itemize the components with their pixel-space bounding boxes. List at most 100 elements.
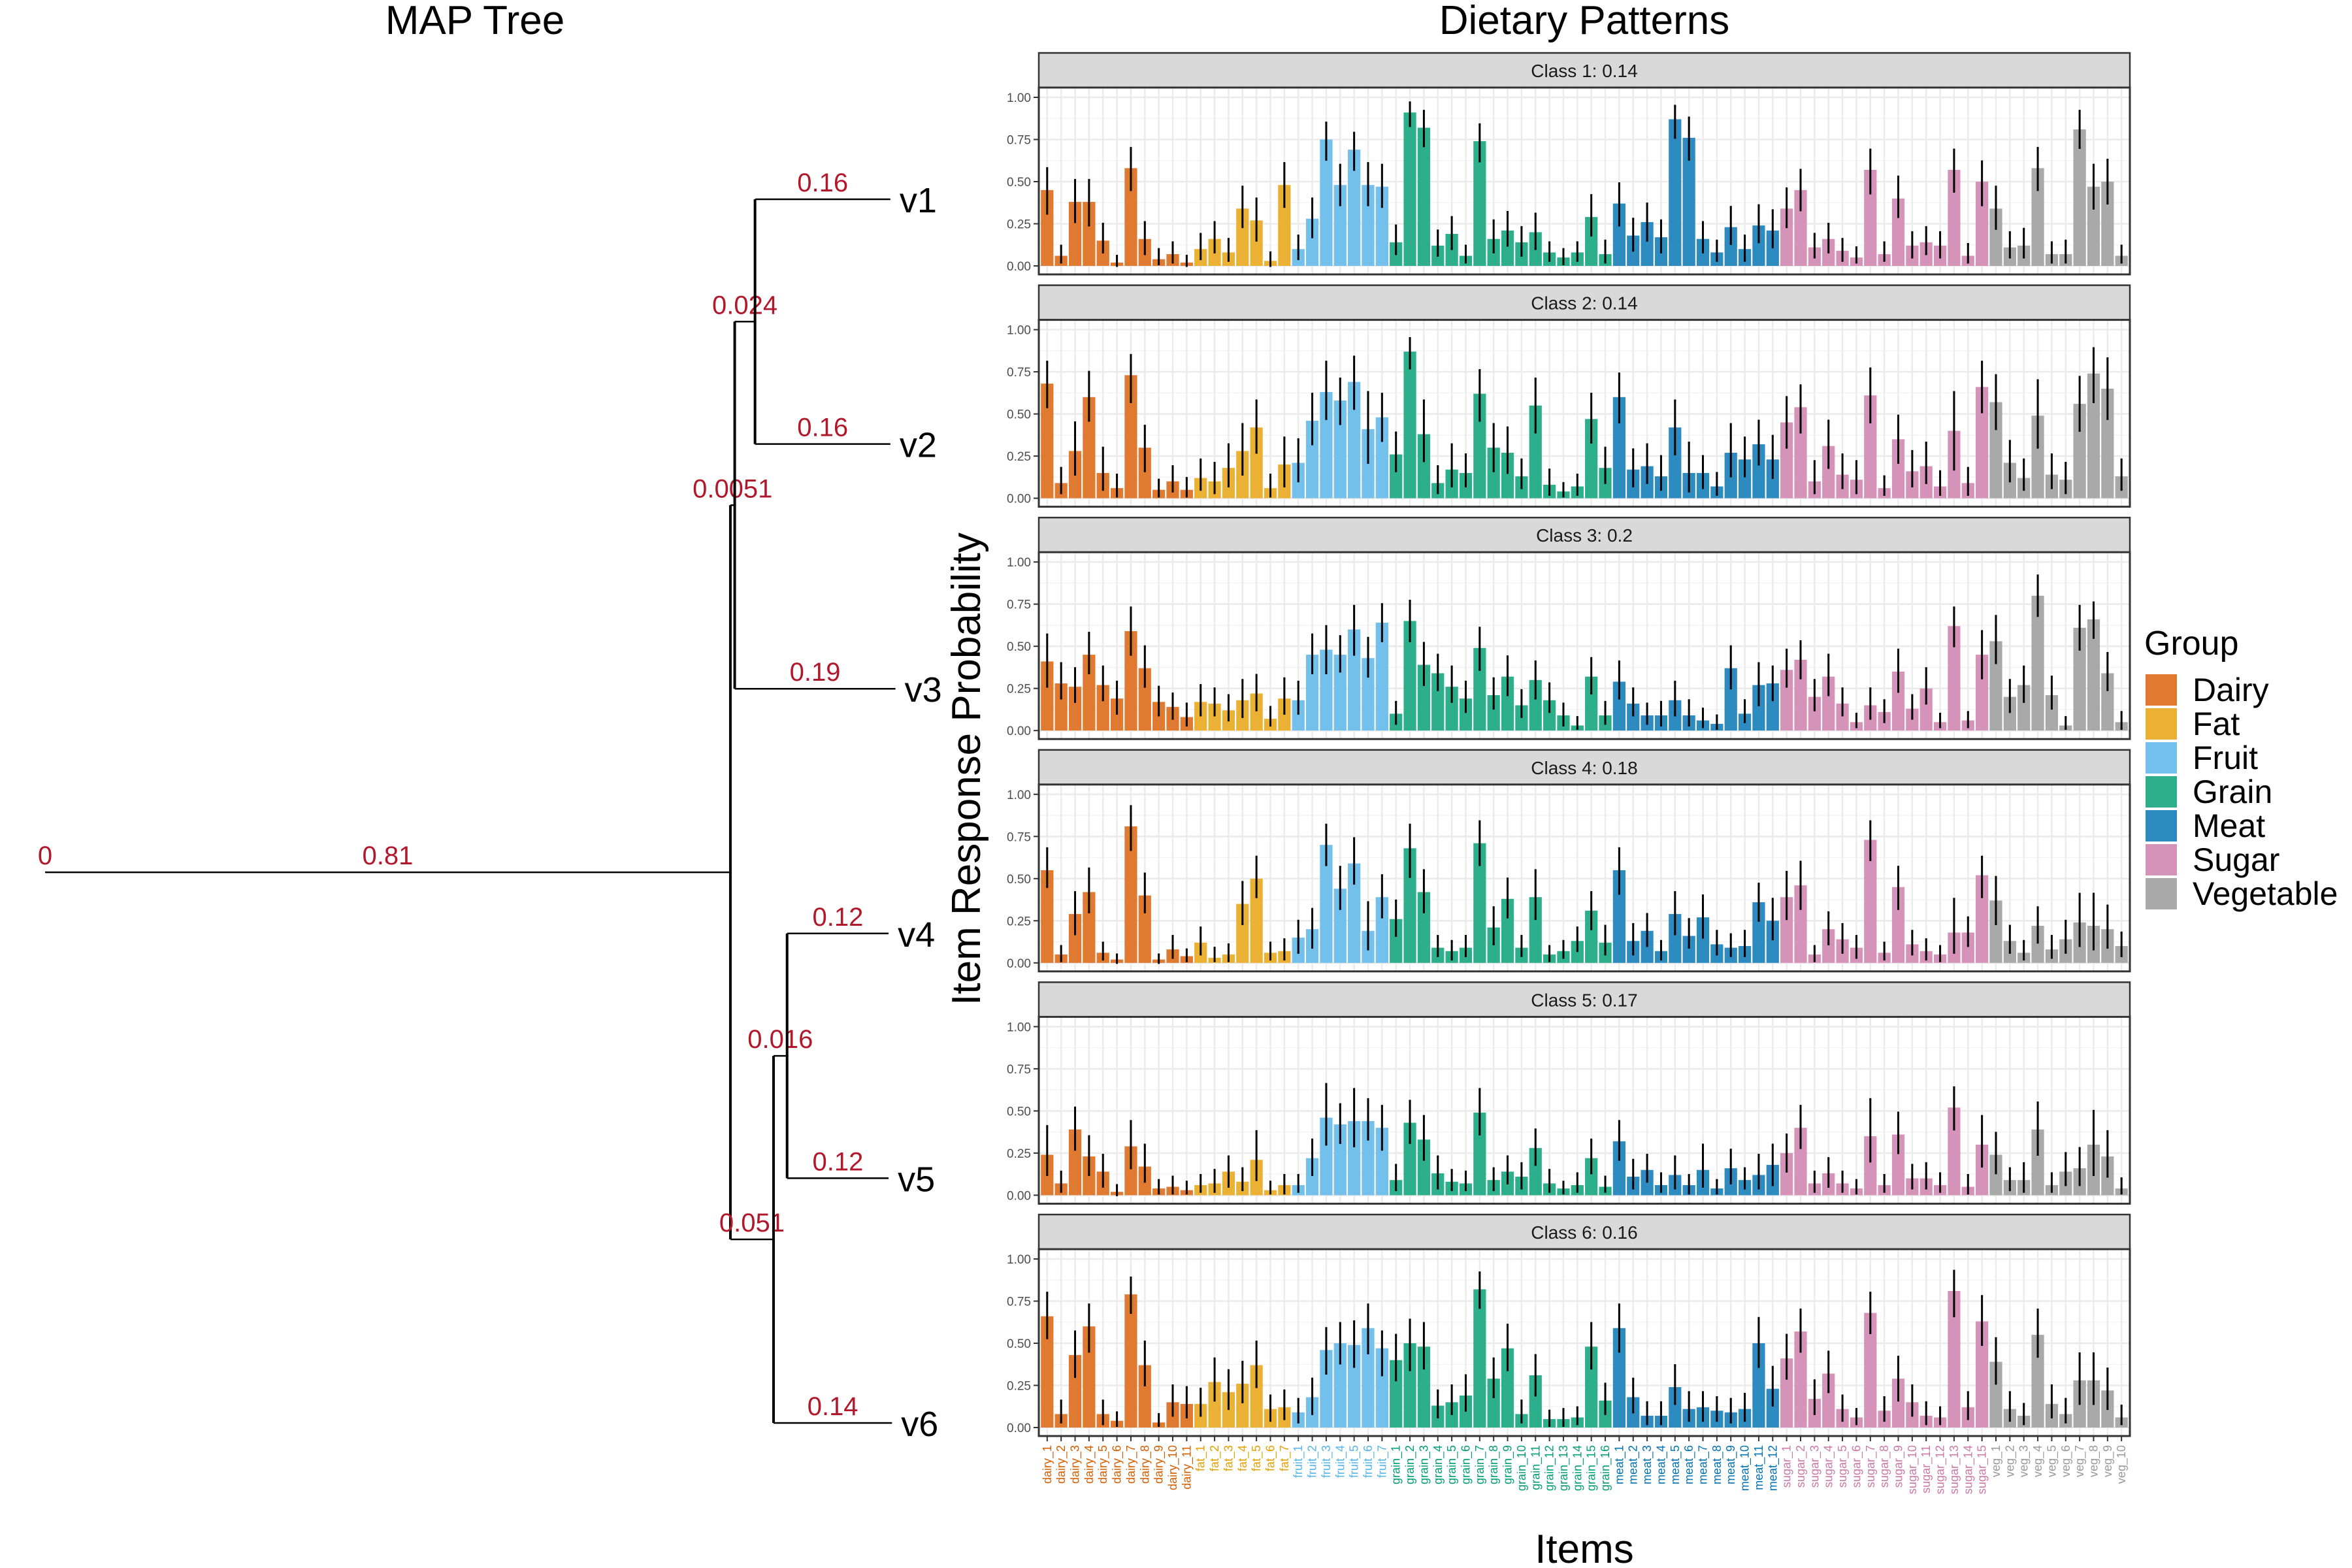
bar-veg_7 bbox=[2073, 404, 2086, 498]
bar-sugar_2 bbox=[1794, 189, 1807, 266]
bar-sugar_9 bbox=[1891, 439, 1905, 498]
bar-sugar_7 bbox=[1864, 169, 1877, 266]
bar-sugar_7 bbox=[1864, 395, 1877, 498]
bar-fruit_5 bbox=[1348, 382, 1361, 498]
y-tick-label: 0.00 bbox=[1007, 1422, 1031, 1435]
bar-sugar_2 bbox=[1794, 659, 1807, 731]
bar-fruit_7 bbox=[1375, 186, 1388, 266]
bar-dairy_5 bbox=[1096, 685, 1109, 731]
bar-meat_11 bbox=[1752, 444, 1765, 498]
x-tick-label: dairy_7 bbox=[1124, 1445, 1138, 1484]
bar-dairy_8 bbox=[1138, 448, 1151, 498]
bar-veg_1 bbox=[1989, 1362, 2002, 1428]
bar-grain_9 bbox=[1501, 452, 1514, 498]
legend-key bbox=[2146, 810, 2177, 841]
bar-grain_9 bbox=[1501, 676, 1514, 731]
bar-veg_1 bbox=[1989, 641, 2002, 731]
x-tick-label: meat_12 bbox=[1766, 1445, 1780, 1491]
x-tick-label: sugar_4 bbox=[1822, 1445, 1836, 1488]
bar-sugar_2 bbox=[1794, 885, 1807, 963]
map-tree: 0.81 0.0051 0.024 0.16 v1 0.16 v2 0.19 v3 0.051 0.… bbox=[38, 169, 942, 1444]
x-tick-label: grain_3 bbox=[1417, 1445, 1431, 1484]
bar-grain_15 bbox=[1585, 1347, 1598, 1428]
bar-meat_1 bbox=[1612, 1328, 1625, 1428]
x-tick-label: fruit_4 bbox=[1333, 1445, 1347, 1478]
legend-key bbox=[2146, 776, 2177, 808]
x-tick-label: sugar_9 bbox=[1891, 1445, 1905, 1488]
x-tick-label: veg_1 bbox=[1989, 1445, 2003, 1477]
x-tick-label: grain_4 bbox=[1431, 1445, 1445, 1484]
facet-strip bbox=[1037, 52, 2131, 89]
edge-length-label: 0.16 bbox=[797, 169, 848, 197]
panel-border bbox=[1037, 1248, 2131, 1437]
bar-sugar_4 bbox=[1822, 676, 1835, 731]
bar-grain_15 bbox=[1585, 1158, 1598, 1196]
bar-meat_6 bbox=[1682, 137, 1695, 266]
x-tick-label: dairy_9 bbox=[1152, 1445, 1166, 1484]
tree-tip-label: v6 bbox=[901, 1405, 938, 1444]
x-tick-label: meat_4 bbox=[1654, 1445, 1668, 1484]
bar-meat_1 bbox=[1612, 870, 1625, 963]
bar-sugar_1 bbox=[1780, 1152, 1793, 1196]
x-axis-title: Items bbox=[1535, 1527, 1634, 1568]
x-tick-label: fat_6 bbox=[1264, 1445, 1278, 1471]
x-tick-label: grain_1 bbox=[1390, 1445, 1403, 1484]
y-tick-label: 0.50 bbox=[1007, 408, 1031, 422]
bar-fat_2 bbox=[1208, 703, 1221, 731]
bar-dairy_7 bbox=[1124, 630, 1137, 731]
bar-sugar_9 bbox=[1891, 671, 1905, 731]
bar-grain_8 bbox=[1487, 448, 1500, 498]
x-tick-label: fruit_7 bbox=[1375, 1445, 1389, 1478]
facet-panel: Class 3: 0.2 0.00 0.25 0.50 0.75 1.00 bbox=[1007, 516, 2131, 740]
x-tick-label: meat_3 bbox=[1641, 1445, 1654, 1484]
chart-title: Dietary Patterns bbox=[1439, 0, 1730, 43]
bar-meat_1 bbox=[1612, 397, 1625, 498]
x-tick-label: grain_10 bbox=[1515, 1445, 1529, 1491]
y-tick-label: 0.25 bbox=[1007, 1380, 1031, 1394]
y-tick-label: 0.75 bbox=[1007, 1063, 1031, 1077]
bar-veg_4 bbox=[2031, 416, 2044, 498]
bar-fruit_4 bbox=[1333, 400, 1347, 498]
x-tick-label: grain_16 bbox=[1599, 1445, 1612, 1491]
bar-meat_7 bbox=[1696, 917, 1710, 963]
x-tick-label: grain_14 bbox=[1571, 1445, 1584, 1491]
bar-sugar_9 bbox=[1891, 887, 1905, 963]
bar-grain_3 bbox=[1417, 1347, 1431, 1428]
bar-fruit_6 bbox=[1362, 1120, 1375, 1196]
bar-grain_2 bbox=[1403, 848, 1416, 963]
y-tick-label: 0.75 bbox=[1007, 830, 1031, 844]
bar-fruit_3 bbox=[1320, 1350, 1333, 1428]
bar-grain_8 bbox=[1487, 1379, 1500, 1428]
legend-label: Fruit bbox=[2193, 740, 2258, 776]
facet-strip bbox=[1037, 1213, 2131, 1250]
x-tick-label: dairy_2 bbox=[1054, 1445, 1068, 1484]
x-tick-label: veg_3 bbox=[2017, 1445, 2031, 1477]
bar-dairy_7 bbox=[1124, 375, 1137, 498]
bar-veg_1 bbox=[1989, 1154, 2002, 1196]
edge-length-label: 0.19 bbox=[790, 658, 841, 687]
bar-dairy_1 bbox=[1041, 384, 1054, 498]
bar-fat_5 bbox=[1250, 878, 1263, 963]
tree-tip-label: v5 bbox=[898, 1160, 935, 1199]
facet-strip-label: Class 2: 0.14 bbox=[1531, 293, 1637, 314]
bar-sugar_1 bbox=[1780, 208, 1793, 266]
x-tick-label: meat_1 bbox=[1612, 1445, 1626, 1484]
bar-grain_2 bbox=[1403, 351, 1416, 498]
x-tick-label: fruit_1 bbox=[1292, 1445, 1305, 1478]
x-tick-labels: dairy_1 dairy_2 dairy_3 dairy_4 dairy_5 dairy… bbox=[1041, 1436, 2129, 1494]
bar-fruit_4 bbox=[1333, 185, 1347, 266]
y-tick-label: 0.50 bbox=[1007, 176, 1031, 189]
bar-meat_6 bbox=[1682, 936, 1695, 963]
bar-fruit_5 bbox=[1348, 149, 1361, 266]
legend-item-grain: Grain bbox=[2146, 774, 2272, 810]
bar-veg_9 bbox=[2101, 388, 2114, 498]
y-tick-label: 0.00 bbox=[1007, 725, 1031, 738]
bar-grain_7 bbox=[1473, 1112, 1486, 1196]
bar-grain_11 bbox=[1529, 1148, 1542, 1196]
x-tick-label: grain_15 bbox=[1585, 1445, 1599, 1491]
bar-dairy_7 bbox=[1124, 826, 1137, 963]
bar-fruit_3 bbox=[1320, 1117, 1333, 1196]
legend-item-meat: Meat bbox=[2146, 808, 2265, 844]
bar-grain_8 bbox=[1487, 695, 1500, 731]
bar-fat_2 bbox=[1208, 1382, 1221, 1428]
